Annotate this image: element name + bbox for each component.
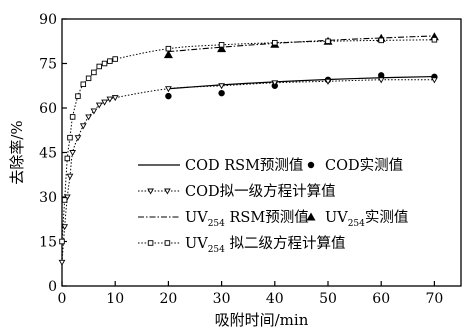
y-tick-label: 90: [39, 12, 57, 28]
legend-marker: [307, 161, 315, 169]
legend-label-main: UV: [185, 210, 208, 226]
y-tick-label: 45: [39, 146, 57, 162]
legend-marker: [306, 212, 316, 221]
data-point-uv_obs: [163, 50, 173, 59]
data-point-uv_pso2: [431, 37, 438, 43]
y-tick-label: 75: [39, 57, 57, 73]
data-point-cod_pso: [431, 77, 438, 84]
x-tick-label: 40: [266, 291, 284, 307]
data-point-cod_pso: [58, 259, 66, 266]
data-point-cod_pso: [377, 77, 385, 84]
data-point-cod_pso: [95, 102, 103, 109]
series-line-cod_rsm: [168, 75, 435, 90]
data-point-cod_pso: [74, 135, 82, 142]
legend-item-cod_pso: COD拟一级方程计算值: [138, 183, 336, 200]
data-point-cod_obs: [218, 89, 225, 97]
data-point-uv_pso2: [69, 114, 76, 120]
legend-marker: [164, 188, 171, 195]
x-tick-label: 30: [213, 291, 231, 307]
x-tick-label: 0: [58, 291, 67, 307]
legend-item-uv_pso2: UV254 拟二级方程计算值: [138, 235, 346, 255]
legend-item-uv_obs: UV254实测值: [306, 209, 408, 229]
data-point-uv_pso2: [325, 38, 331, 45]
data-point-uv_pso2: [80, 81, 87, 88]
data-point-cod_pso: [101, 99, 108, 106]
data-point-uv_pso2: [67, 134, 73, 141]
data-point-uv_pso2: [272, 39, 278, 46]
data-point-cod_obs: [378, 72, 385, 79]
data-point-uv_pso2: [112, 56, 118, 62]
data-point-cod_pso: [90, 108, 98, 115]
data-point-cod_pso: [66, 173, 74, 180]
legend-item-uv_rsm: UV254 RSM预测值: [138, 209, 309, 229]
legend-label-after: 实测值: [365, 209, 409, 226]
legend-marker: [147, 188, 154, 195]
data-point-cod_pso: [85, 114, 92, 121]
x-tick-label: 60: [372, 291, 390, 307]
data-point-cod_pso: [324, 78, 332, 85]
data-point-cod_pso: [271, 80, 279, 87]
legend-marker: [147, 240, 154, 246]
legend-item-cod_obs: COD实测值: [307, 157, 403, 174]
data-point-uv_pso2: [59, 238, 65, 245]
y-tick-label: 30: [39, 190, 57, 206]
data-point-cod_pso: [165, 86, 172, 93]
data-point-uv_pso2: [61, 197, 68, 203]
legend-label: COD RSM预测值: [185, 157, 303, 174]
legend-label-sub: 254: [208, 219, 225, 229]
legend-marker: [164, 240, 171, 246]
data-point-uv_pso2: [75, 93, 81, 99]
legend-item-cod_rsm: COD RSM预测值: [138, 157, 303, 174]
y-tick-label: 15: [39, 235, 57, 251]
plot-layer: 0 10 20 30 40 50 60 70 0 15 30 45 60 75 90 吸附时间/min 去除率/…: [8, 12, 462, 329]
legend-label-sub: 254: [348, 219, 365, 229]
data-point-uv_pso2: [85, 75, 92, 82]
y-tick-label: 60: [39, 101, 57, 117]
data-point-uv_pso2: [91, 69, 97, 76]
data-point-cod_pso: [69, 150, 77, 157]
data-point-cod_pso: [106, 96, 114, 103]
data-point-uv_pso2: [378, 37, 384, 44]
data-point-uv_pso2: [165, 45, 172, 52]
x-tick-label: 70: [425, 291, 443, 307]
x-tick-label: 10: [106, 291, 124, 307]
x-tick-label: 50: [319, 291, 337, 307]
legend-label: UV254 RSM预测值: [185, 209, 309, 229]
data-point-uv_pso2: [64, 155, 71, 162]
legend-label-sub: 254: [208, 245, 225, 255]
data-point-cod_pso: [111, 95, 119, 102]
legend-label: COD实测值: [325, 157, 403, 174]
legend-label-after: RSM预测值: [225, 209, 309, 226]
data-point-uv_pso2: [218, 42, 225, 48]
data-point-uv_obs: [217, 44, 227, 53]
series-line-uv_rsm: [168, 35, 435, 53]
y-tick-label: 0: [48, 279, 57, 295]
x-axis-title: 吸附时间/min: [215, 311, 309, 329]
data-point-cod_obs: [165, 92, 172, 100]
x-tick-label: 20: [159, 291, 177, 307]
legend-label-after: 拟二级方程计算值: [225, 235, 346, 252]
data-point-uv_pso2: [101, 60, 108, 67]
data-point-cod_pso: [218, 83, 225, 90]
data-point-uv_pso2: [107, 58, 113, 64]
data-point-cod_pso: [79, 123, 87, 130]
legend-label: UV254 拟二级方程计算值: [185, 235, 346, 255]
data-point-uv_pso2: [96, 63, 102, 70]
legend-label-main: UV: [185, 236, 208, 252]
legend-label-main: UV: [325, 210, 348, 226]
y-axis-title: 去除率/%: [8, 120, 26, 184]
legend-label: COD拟一级方程计算值: [185, 183, 336, 200]
data-point-cod_pso: [61, 224, 69, 231]
legend-label: UV254实测值: [325, 209, 408, 229]
